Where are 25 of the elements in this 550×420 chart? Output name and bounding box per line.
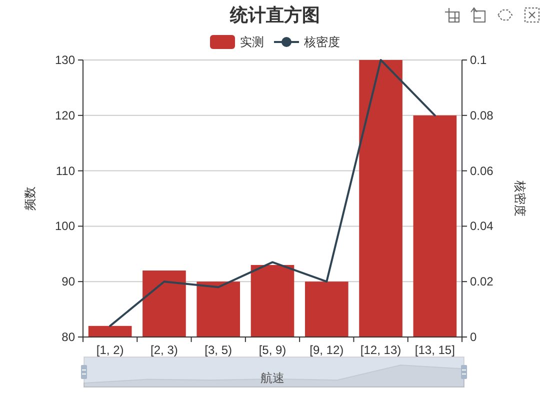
x-axis-title: 航速 <box>260 371 284 385</box>
x-tick-label: [1, 2) <box>96 343 124 357</box>
x-tick-label: [2, 3) <box>150 343 178 357</box>
y2-tick-label: 0 <box>470 330 477 344</box>
y-tick-label: 130 <box>54 53 76 67</box>
y2-tick-label: 0.08 <box>470 108 494 122</box>
y-tick-label: 120 <box>54 108 76 122</box>
y2-tick-label: 0.02 <box>470 274 494 289</box>
legend-label: 核密度 <box>303 35 340 49</box>
chart-title: 统计直方图 <box>229 5 320 25</box>
y-tick-label: 100 <box>54 219 76 234</box>
y2-tick-label: 0.1 <box>470 53 488 67</box>
y2-tick-label: 0.04 <box>470 219 494 234</box>
x-tick-label: [5, 9) <box>258 343 286 357</box>
legend-label: 实测 <box>240 35 264 49</box>
y2-axis-title: 核密度 <box>513 180 527 216</box>
y2-tick-label: 0.06 <box>470 164 494 178</box>
y-tick-label: 110 <box>56 164 76 178</box>
y-tick-label: 90 <box>62 274 76 289</box>
y-axis-title: 频数 <box>23 186 37 210</box>
x-tick-label: [12, 13) <box>360 343 402 357</box>
y-tick-label: 80 <box>62 330 76 344</box>
x-tick-label: [3, 5) <box>204 343 232 357</box>
x-tick-label: [13, 15] <box>414 343 455 357</box>
x-tick-label: [9, 12) <box>310 343 344 357</box>
